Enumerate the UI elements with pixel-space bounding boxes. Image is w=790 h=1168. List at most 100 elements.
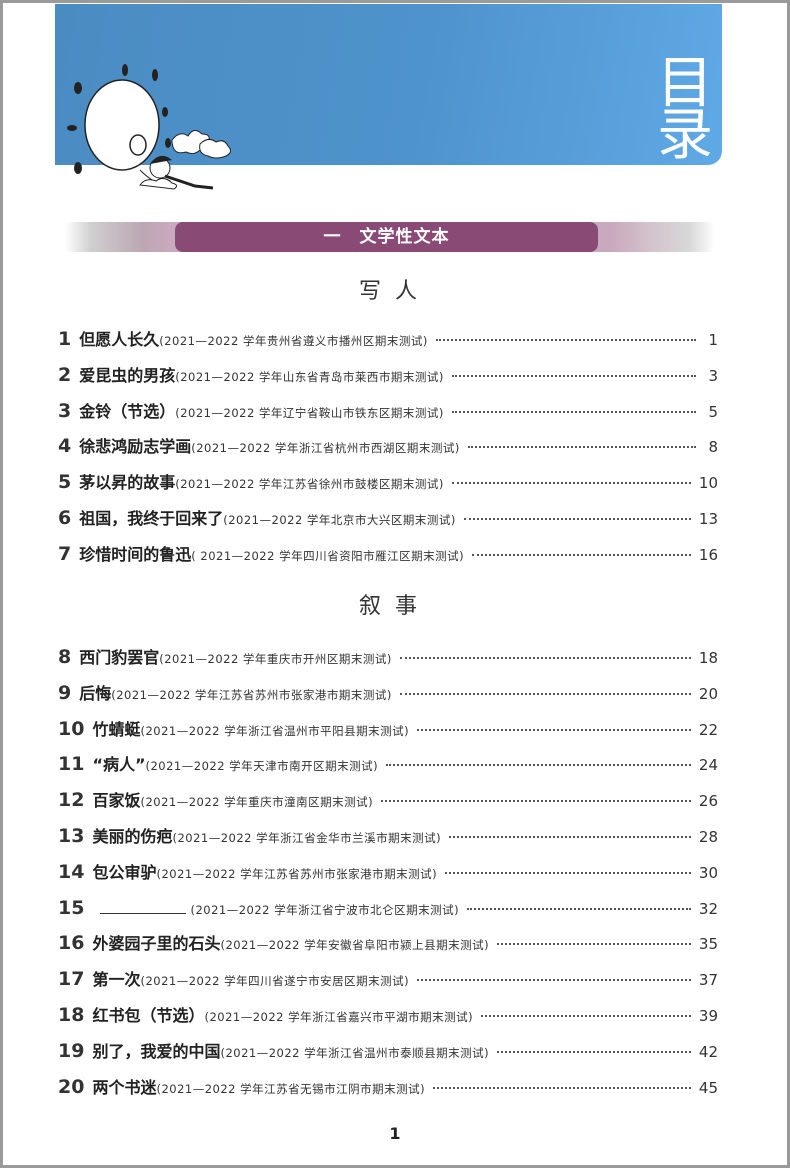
entry-number: 10 bbox=[58, 717, 85, 740]
toc-entry[interactable]: 10 竹蜻蜓 (2021—2022 学年浙江省温州市平阳县期末测试) 22 bbox=[58, 712, 718, 748]
entry-number: 9 bbox=[58, 681, 72, 704]
entry-title: 金铃（节选） bbox=[79, 401, 176, 421]
entry-number: 17 bbox=[58, 968, 85, 991]
toc-entry[interactable]: 13 美丽的伤疤 (2021—2022 学年浙江省金华市兰溪市期末测试) 28 bbox=[58, 819, 718, 855]
entry-page: 28 bbox=[698, 827, 718, 846]
entry-page: 32 bbox=[698, 899, 718, 918]
entry-page: 45 bbox=[698, 1078, 718, 1097]
entry-page: 39 bbox=[698, 1006, 718, 1025]
entry-page: 42 bbox=[698, 1042, 718, 1061]
toc-entry[interactable]: 18 红书包（节选） (2021—2022 学年浙江省嘉兴市平湖市期末测试) 39 bbox=[58, 998, 718, 1034]
entry-number: 19 bbox=[58, 1039, 85, 1062]
header-banner bbox=[55, 4, 722, 165]
entry-source: (2021—2022 学年浙江省宁波市北仑区期末测试) bbox=[190, 902, 460, 917]
entry-page: 35 bbox=[698, 935, 718, 954]
entry-source: (2021—2022 学年江苏省苏州市张家港市期末测试) bbox=[111, 687, 392, 702]
entry-number: 7 bbox=[58, 542, 72, 565]
dot-leader bbox=[417, 728, 691, 731]
toc-entry[interactable]: 14 包公审驴 (2021—2022 学年江苏省苏州市张家港市期末测试) 30 bbox=[58, 855, 718, 891]
toc-entry[interactable]: 5 茅以昇的故事 (2021—2022 学年江苏省徐州市鼓楼区期末测试) 10 bbox=[58, 465, 718, 501]
entry-title: 美丽的伤疤 bbox=[92, 826, 173, 846]
entry-page: 30 bbox=[698, 863, 718, 882]
dot-leader bbox=[399, 692, 691, 695]
entry-title: 珍惜时间的鲁迅 bbox=[79, 544, 192, 564]
entry-title: 别了，我爱的中国 bbox=[92, 1041, 221, 1061]
entry-page: 37 bbox=[698, 971, 718, 990]
page-title: 目录 bbox=[657, 51, 713, 168]
dot-leader bbox=[463, 517, 691, 520]
entry-title: 后悔 bbox=[79, 683, 112, 703]
entry-number: 14 bbox=[58, 860, 85, 883]
entry-number: 12 bbox=[58, 789, 85, 812]
dot-leader bbox=[451, 482, 691, 485]
entry-title: 竹蜻蜓 bbox=[92, 719, 141, 739]
toc-entry[interactable]: 1 但愿人长久 (2021—2022 学年贵州省遵义市播州区期末测试) 1 bbox=[58, 322, 718, 358]
entry-number: 20 bbox=[58, 1075, 85, 1098]
entry-source: (2021—2022 学年天津市南开区期末测试) bbox=[145, 759, 379, 774]
toc-entry[interactable]: 2 爱昆虫的男孩 (2021—2022 学年山东省青岛市莱西市期末测试) 3 bbox=[58, 358, 718, 394]
entry-source: (2021—2022 学年四川省遂宁市安居区期末测试) bbox=[140, 974, 410, 989]
entry-source: (2021—2022 学年辽宁省鞍山市铁东区期末测试) bbox=[175, 405, 444, 420]
entry-number: 4 bbox=[58, 435, 72, 458]
dot-leader bbox=[451, 410, 696, 413]
sun-balloon-girl-illustration bbox=[67, 64, 232, 190]
toc-entry[interactable]: 16 外婆园子里的石头 (2021—2022 学年安徽省阜阳市颍上县期末测试) 35 bbox=[58, 926, 718, 962]
entry-source: (2021—2022 学年重庆市开州区期末测试) bbox=[159, 652, 392, 666]
entry-number: 3 bbox=[58, 399, 72, 422]
dot-leader bbox=[449, 835, 691, 838]
dot-leader bbox=[435, 339, 696, 341]
toc-entry[interactable]: 17 第一次 (2021—2022 学年四川省遂宁市安居区期末测试) 37 bbox=[58, 962, 718, 998]
dot-leader bbox=[497, 943, 691, 946]
toc-entry[interactable]: 4 徐悲鸿励志学画 (2021—2022 学年浙江省杭州市西湖区期末测试) 8 bbox=[58, 429, 718, 465]
entry-title: 两个书迷 bbox=[92, 1077, 157, 1097]
entry-title: 徐悲鸿励志学画 bbox=[79, 437, 192, 457]
toc-list: 1 但愿人长久 (2021—2022 学年贵州省遵义市播州区期末测试) 1 2 爱昆虫的男… bbox=[58, 322, 718, 573]
entry-source: (2021—2022 学年江苏省徐州市鼓楼区期末测试) bbox=[175, 477, 444, 492]
entry-title: 包公审驴 bbox=[92, 862, 157, 882]
entry-source: ( 2021—2022 学年四川省资阳市雁江区期末测试) bbox=[191, 548, 465, 563]
title-blank-line bbox=[100, 899, 187, 914]
entry-page: 5 bbox=[708, 402, 718, 421]
entry-number: 13 bbox=[58, 824, 85, 847]
page-number: 1 bbox=[389, 1124, 401, 1143]
entry-source: (2021—2022 学年北京市大兴区期末测试) bbox=[223, 512, 456, 527]
dot-leader bbox=[497, 1050, 691, 1053]
entry-title: 爱昆虫的男孩 bbox=[79, 365, 176, 385]
entry-source: (2021—2022 学年江苏省苏州市张家港市期末测试) bbox=[156, 866, 438, 881]
dot-leader bbox=[467, 907, 691, 910]
entry-title: 西门豹罢官 bbox=[79, 648, 160, 667]
entry-title: 百家饭 bbox=[92, 791, 141, 811]
entry-title: 茅以昇的故事 bbox=[79, 473, 176, 493]
entry-source: (2021—2022 学年浙江省温州市平阳县期末测试) bbox=[140, 723, 410, 738]
dot-leader bbox=[417, 979, 691, 982]
dot-leader bbox=[386, 764, 691, 767]
entry-number: 2 bbox=[58, 363, 72, 386]
entry-page: 10 bbox=[698, 474, 718, 493]
entry-number: 15 bbox=[58, 896, 85, 919]
toc-entry[interactable]: 3 金铃（节选） (2021—2022 学年辽宁省鞍山市铁东区期末测试) 5 bbox=[58, 394, 718, 430]
entry-page: 24 bbox=[698, 756, 718, 775]
toc-entry[interactable]: 11 “病人” (2021—2022 学年天津市南开区期末测试) 24 bbox=[58, 747, 718, 783]
toc-entry[interactable]: 9 后悔 (2021—2022 学年江苏省苏州市张家港市期末测试) 20 bbox=[58, 676, 718, 712]
dot-leader bbox=[472, 553, 691, 556]
toc-entry[interactable]: 6 祖国，我终于回来了 (2021—2022 学年北京市大兴区期末测试) 13 bbox=[58, 501, 718, 537]
entry-page: 8 bbox=[708, 438, 718, 457]
toc-entry[interactable]: 20 两个书迷 (2021—2022 学年江苏省无锡市江阴市期末测试) 45 bbox=[58, 1070, 718, 1106]
dot-leader bbox=[399, 657, 691, 659]
toc-entry[interactable]: 7 珍惜时间的鲁迅( 2021—2022 学年四川省资阳市雁江区期末测试) 16 bbox=[58, 537, 718, 573]
group-heading: 叙事 bbox=[358, 594, 431, 619]
entry-title: 但愿人长久 bbox=[79, 330, 160, 349]
entry-number: 11 bbox=[58, 753, 85, 776]
entry-number: 5 bbox=[58, 471, 72, 494]
entry-source: (2021—2022 学年浙江省金华市兰溪市期末测试) bbox=[172, 830, 442, 845]
toc-entry[interactable]: 12 百家饭 (2021—2022 学年重庆市潼南区期末测试) 26 bbox=[58, 783, 718, 819]
entry-number: 8 bbox=[58, 646, 72, 668]
entry-source: (2021—2022 学年山东省青岛市莱西市期末测试) bbox=[175, 369, 444, 384]
toc-entry[interactable]: 15 (2021—2022 学年浙江省宁波市北仑区期末测试) 32 bbox=[58, 891, 718, 927]
group-heading: 写人 bbox=[358, 279, 431, 304]
toc-entry[interactable]: 19 别了，我爱的中国 (2021—2022 学年浙江省温州市泰顺县期末测试) 42 bbox=[58, 1034, 718, 1070]
toc-entry[interactable]: 8 西门豹罢官 (2021—2022 学年重庆市开州区期末测试) 18 bbox=[58, 640, 718, 676]
entry-title: 第一次 bbox=[92, 970, 141, 990]
dot-leader bbox=[433, 1086, 691, 1089]
dot-leader bbox=[445, 871, 691, 874]
